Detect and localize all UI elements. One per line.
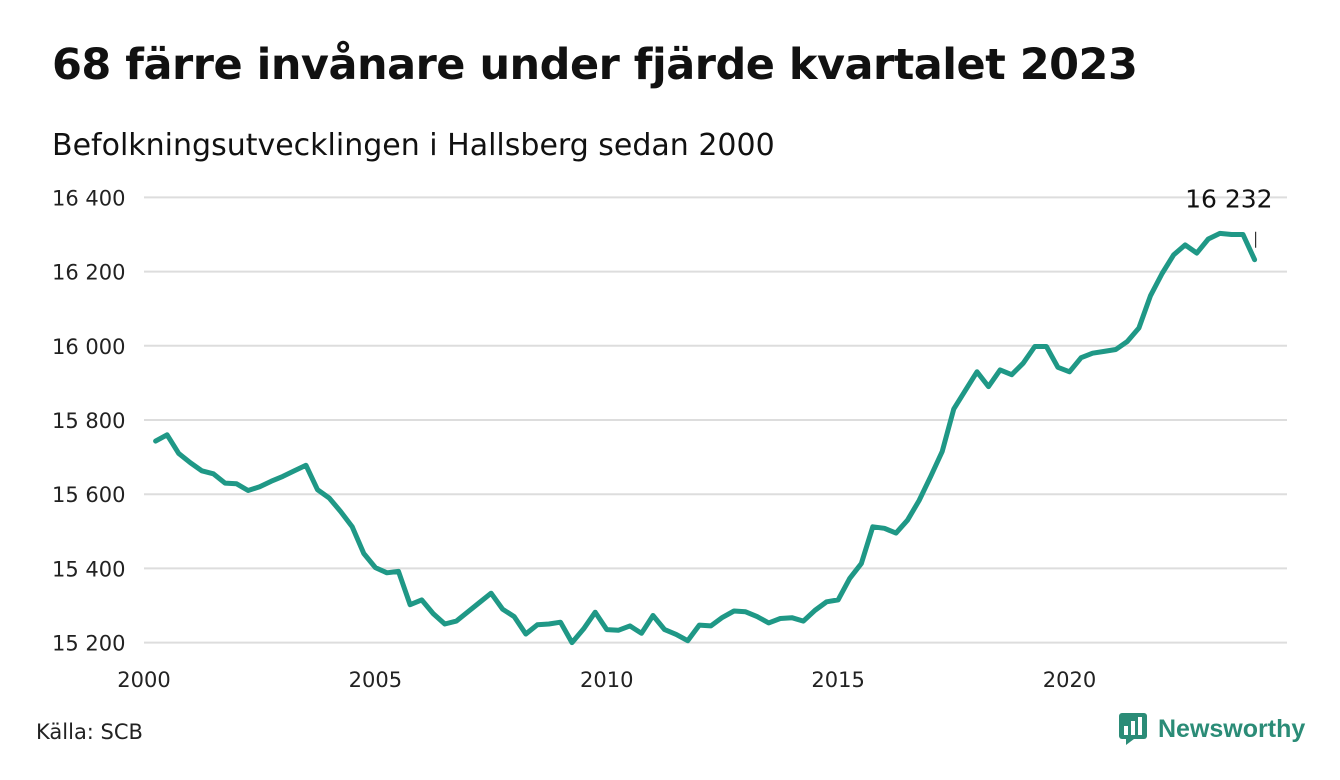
y-tick-label: 15 600: [52, 483, 125, 507]
line-chart: 15 200 15 400 15 600 15 800 16 000 16 200 16 4…: [52, 185, 1287, 692]
x-axis-ticks: 2000 2005 2010 2015 2020: [117, 668, 1096, 692]
y-tick-label: 16 400: [52, 186, 125, 210]
y-tick-label: 15 400: [52, 557, 125, 581]
end-value-label: 16 232: [1185, 185, 1272, 214]
y-tick-label: 16 200: [52, 261, 125, 285]
x-tick-label: 2005: [349, 668, 402, 692]
y-tick-label: 15 800: [52, 409, 125, 433]
x-tick-label: 2020: [1043, 668, 1096, 692]
y-axis-ticks: 15 200 15 400 15 600 15 800 16 000 16 200 16 4…: [52, 186, 125, 655]
y-tick-label: 15 200: [52, 632, 125, 656]
y-tick-label: 16 000: [52, 335, 125, 359]
brand-logo[interactable]: Newsworthy: [1118, 712, 1305, 746]
x-tick-label: 2015: [811, 668, 864, 692]
x-tick-label: 2000: [117, 668, 170, 692]
brand-name: Newsworthy: [1158, 714, 1306, 743]
x-tick-label: 2010: [580, 668, 633, 692]
source-note: Källa: SCB: [36, 720, 143, 744]
chart-title: 68 färre invånare under fjärde kvartalet…: [52, 40, 1138, 90]
gridlines: [144, 196, 1287, 644]
chart-subtitle: Befolkningsutvecklingen i Hallsberg seda…: [52, 128, 775, 163]
population-line: [153, 230, 1258, 646]
newsworthy-logo-icon: [1119, 713, 1147, 745]
